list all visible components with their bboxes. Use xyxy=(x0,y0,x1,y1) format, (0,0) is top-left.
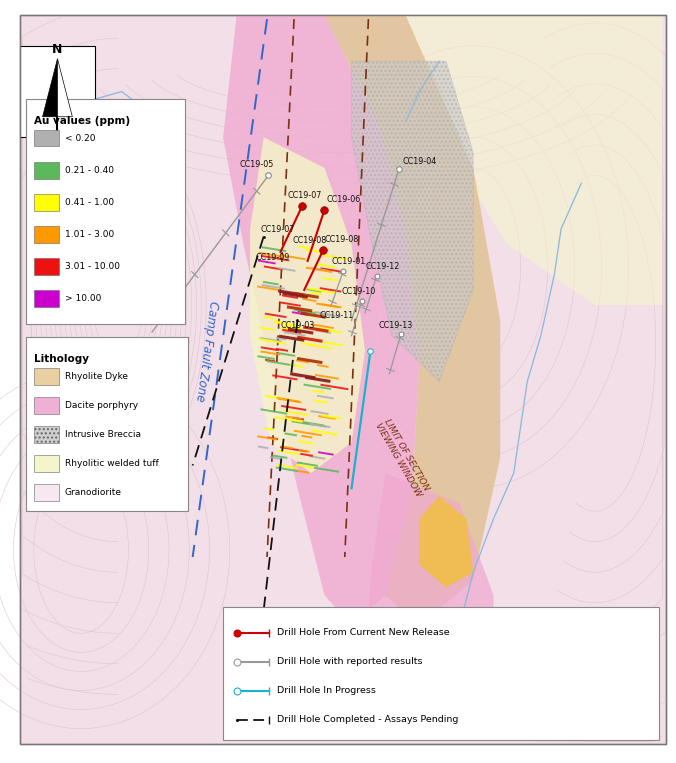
Text: CC19-07: CC19-07 xyxy=(287,191,322,200)
Text: CC19-07: CC19-07 xyxy=(260,225,295,234)
Text: CC19-05: CC19-05 xyxy=(240,160,274,169)
Text: CC19-09: CC19-09 xyxy=(256,253,290,262)
Bar xyxy=(34,290,59,307)
Bar xyxy=(34,226,59,243)
Bar xyxy=(34,130,59,146)
Text: 0.41 - 1.00: 0.41 - 1.00 xyxy=(65,198,114,207)
Bar xyxy=(34,194,59,211)
Text: > 10.00: > 10.00 xyxy=(65,294,101,303)
Text: CC19-11: CC19-11 xyxy=(319,311,354,320)
Text: Drill Hole From Current New Release: Drill Hole From Current New Release xyxy=(277,628,450,637)
Polygon shape xyxy=(250,137,365,473)
Text: Camp Fault Zone: Camp Fault Zone xyxy=(193,300,220,402)
Polygon shape xyxy=(352,15,662,305)
Text: N: N xyxy=(52,43,63,56)
Text: Meters: Meters xyxy=(427,698,456,707)
Bar xyxy=(441,685,507,693)
Bar xyxy=(26,337,188,511)
Bar xyxy=(26,99,185,324)
Text: LIMIT OF SECTION
VIEWING WINDOW: LIMIT OF SECTION VIEWING WINDOW xyxy=(373,417,431,499)
Polygon shape xyxy=(419,496,473,588)
Polygon shape xyxy=(352,61,473,382)
Bar xyxy=(34,368,59,385)
Text: Lithology: Lithology xyxy=(34,354,89,364)
Bar xyxy=(34,426,59,443)
Text: Drill Hole In Progress: Drill Hole In Progress xyxy=(277,686,376,695)
Bar xyxy=(34,258,59,275)
Text: 1.01 - 3.00: 1.01 - 3.00 xyxy=(65,230,114,239)
Text: CC19-01: CC19-01 xyxy=(331,256,366,266)
Text: Drill Hole with reported results: Drill Hole with reported results xyxy=(277,657,422,666)
Bar xyxy=(34,397,59,414)
Bar xyxy=(223,607,659,740)
Bar xyxy=(34,484,59,501)
Text: 0.21 - 0.40: 0.21 - 0.40 xyxy=(65,166,114,175)
Bar xyxy=(34,455,59,472)
Polygon shape xyxy=(439,610,527,732)
Text: Rhyolite Dyke: Rhyolite Dyke xyxy=(65,372,128,381)
Bar xyxy=(34,162,59,179)
Text: Intrusive Breccia: Intrusive Breccia xyxy=(65,430,141,439)
Polygon shape xyxy=(43,59,57,117)
Polygon shape xyxy=(365,473,493,732)
Polygon shape xyxy=(324,15,500,626)
Text: Dacite porphyry: Dacite porphyry xyxy=(65,401,138,410)
Text: 0: 0 xyxy=(372,672,378,681)
Text: 100: 100 xyxy=(433,672,449,681)
Text: CC19-12: CC19-12 xyxy=(365,262,400,271)
Text: < 0.20: < 0.20 xyxy=(65,134,95,143)
Text: Au values (ppm): Au values (ppm) xyxy=(34,116,130,126)
Text: CC19-08: CC19-08 xyxy=(292,236,327,245)
Bar xyxy=(20,46,95,137)
Text: CC19-03: CC19-03 xyxy=(281,320,315,330)
Text: CC19-04: CC19-04 xyxy=(402,156,437,166)
Text: CC19-06: CC19-06 xyxy=(327,195,361,204)
Text: Granodiorite: Granodiorite xyxy=(65,488,122,497)
Text: CC19-10: CC19-10 xyxy=(341,287,376,296)
Text: 200: 200 xyxy=(499,672,515,681)
Bar xyxy=(375,685,441,693)
Text: Rhyolitic welded tuff: Rhyolitic welded tuff xyxy=(65,459,159,468)
Polygon shape xyxy=(223,15,419,626)
Text: 3.01 - 10.00: 3.01 - 10.00 xyxy=(65,262,120,271)
Text: CC19-13: CC19-13 xyxy=(379,320,413,330)
Text: Drill Hole Completed - Assays Pending: Drill Hole Completed - Assays Pending xyxy=(277,715,458,724)
Polygon shape xyxy=(57,59,72,117)
Text: CC19-08: CC19-08 xyxy=(324,235,359,244)
